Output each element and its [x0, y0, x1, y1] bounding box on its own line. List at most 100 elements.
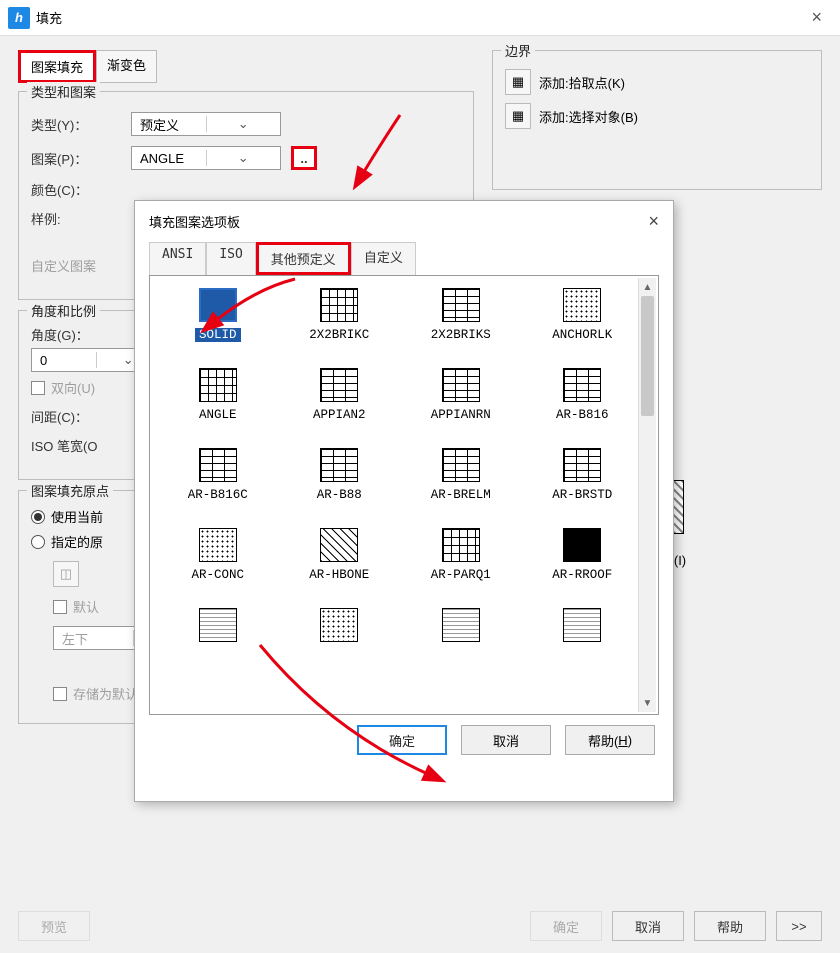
pattern-label: 2X2BRIKS	[431, 328, 491, 342]
pattern-label: AR-RROOF	[552, 568, 612, 582]
pattern-swatch-icon	[442, 288, 480, 322]
preview-button[interactable]: 预览	[18, 911, 90, 941]
pattern-swatch-icon	[442, 528, 480, 562]
tab-pattern-fill[interactable]: 图案填充	[18, 50, 96, 83]
dialog-title: 填充	[36, 8, 62, 27]
help-button[interactable]: 帮助	[694, 911, 766, 941]
hatch-dialog: h 填充 × 图案填充 渐变色 类型和图案 类型(Y)： 预定义 ⌄ 图案(P)…	[0, 0, 840, 953]
pattern-swatch-icon	[563, 528, 601, 562]
cancel-button[interactable]: 取消	[612, 911, 684, 941]
close-icon[interactable]: ×	[648, 211, 659, 232]
pattern-swatch-icon	[320, 448, 358, 482]
palette-item[interactable]: AR-BRELM	[409, 448, 513, 502]
pattern-label: AR-BRELM	[431, 488, 491, 502]
default-checkbox	[53, 600, 67, 614]
pick-origin-icon: ◫	[53, 561, 79, 587]
pattern-swatch-icon	[320, 288, 358, 322]
palette-item[interactable]: SOLID	[166, 288, 270, 342]
tab-other-predefined[interactable]: 其他预定义	[256, 242, 351, 275]
palette-item[interactable]: APPIANRN	[409, 368, 513, 422]
select-object-icon[interactable]: ▦	[505, 103, 531, 129]
tab-iso[interactable]: ISO	[206, 242, 255, 275]
pattern-swatch-icon	[563, 368, 601, 402]
palette-item[interactable]	[531, 608, 635, 648]
pattern-label: ANCHORLK	[552, 328, 612, 342]
palette-item[interactable]: AR-B816C	[166, 448, 270, 502]
pattern-label: 2X2BRIKC	[309, 328, 369, 342]
tab-custom[interactable]: 自定义	[351, 242, 416, 275]
palette-item[interactable]: 2X2BRIKS	[409, 288, 513, 342]
pattern-swatch-icon	[320, 608, 358, 642]
palette-item[interactable]	[409, 608, 513, 648]
pattern-label: SOLID	[195, 328, 241, 342]
color-label: 颜色(C)：	[31, 180, 121, 199]
palette-item[interactable]: APPIAN2	[288, 368, 392, 422]
pattern-swatch-icon	[442, 368, 480, 402]
palette-item[interactable]: AR-PARQ1	[409, 528, 513, 582]
select-object-label[interactable]: 添加:选择对象(B)	[539, 107, 638, 126]
chevron-down-icon: ⌄	[206, 116, 281, 132]
close-icon[interactable]: ×	[801, 3, 832, 32]
palette-item[interactable]: AR-CONC	[166, 528, 270, 582]
pattern-label: ANGLE	[199, 408, 237, 422]
palette-item[interactable]	[288, 608, 392, 648]
pattern-label: APPIANRN	[431, 408, 491, 422]
palette-item[interactable]: AR-BRSTD	[531, 448, 635, 502]
pattern-label: AR-CONC	[191, 568, 244, 582]
pattern-label: AR-HBONE	[309, 568, 369, 582]
palette-item[interactable]	[166, 608, 270, 648]
sample-label: 样例:	[31, 209, 121, 228]
pattern-palette-dialog: 填充图案选项板 × ANSI ISO 其他预定义 自定义 SOLID 2X2BRI…	[134, 200, 674, 802]
dialog-button-bar: 预览 确定 取消 帮助 >>	[18, 911, 822, 941]
pattern-swatch-icon	[563, 608, 601, 642]
custom-pattern-label: 自定义图案	[31, 256, 96, 275]
scroll-up-icon[interactable]: ▲	[639, 278, 656, 296]
palette-item[interactable]: AR-RROOF	[531, 528, 635, 582]
group-legend: 类型和图案	[27, 82, 100, 101]
pattern-combo[interactable]: ANGLE ⌄	[131, 146, 281, 170]
pattern-label: APPIAN2	[313, 408, 366, 422]
palette-ok-button[interactable]: 确定	[357, 725, 447, 755]
palette-item[interactable]: AR-HBONE	[288, 528, 392, 582]
palette-item[interactable]: AR-B816	[531, 368, 635, 422]
scroll-down-icon[interactable]: ▼	[639, 694, 656, 712]
pattern-swatch-icon	[320, 528, 358, 562]
radio-use-current[interactable]	[31, 510, 45, 524]
pattern-swatch-icon	[199, 288, 237, 322]
type-combo[interactable]: 预定义 ⌄	[131, 112, 281, 136]
two-way-checkbox[interactable]	[31, 381, 45, 395]
angle-label: 角度(G)：	[31, 325, 121, 344]
pattern-label: AR-B816	[556, 408, 609, 422]
pattern-swatch-icon	[199, 608, 237, 642]
pattern-browse-button[interactable]: ..	[291, 146, 317, 170]
app-logo-icon: h	[8, 7, 30, 29]
palette-help-button[interactable]: 帮助(H)	[565, 725, 655, 755]
palette-item[interactable]: AR-B88	[288, 448, 392, 502]
pick-point-label[interactable]: 添加:拾取点(K)	[539, 73, 625, 92]
palette-scrollbar[interactable]: ▲ ▼	[638, 278, 656, 712]
main-tabs: 图案填充 渐变色	[18, 50, 157, 83]
expand-button[interactable]: >>	[776, 911, 822, 941]
pattern-label: 图案(P)：	[31, 149, 121, 168]
pick-point-icon[interactable]: ▦	[505, 69, 531, 95]
titlebar: h 填充 ×	[0, 0, 840, 36]
palette-item[interactable]: 2X2BRIKC	[288, 288, 392, 342]
pattern-swatch-icon	[199, 448, 237, 482]
ok-button[interactable]: 确定	[530, 911, 602, 941]
palette-item[interactable]: ANGLE	[166, 368, 270, 422]
pattern-swatch-icon	[442, 608, 480, 642]
palette-item[interactable]: ANCHORLK	[531, 288, 635, 342]
tab-gradient[interactable]: 渐变色	[96, 50, 157, 83]
scroll-thumb[interactable]	[641, 296, 654, 416]
pattern-label: AR-BRSTD	[552, 488, 612, 502]
palette-dialog-title: 填充图案选项板	[149, 212, 240, 231]
pattern-swatch-icon	[199, 528, 237, 562]
boundary-group: 边界 ▦ 添加:拾取点(K) ▦ 添加:选择对象(B)	[492, 50, 822, 190]
pattern-label: AR-B816C	[188, 488, 248, 502]
pattern-label: AR-PARQ1	[431, 568, 491, 582]
type-label: 类型(Y)：	[31, 115, 121, 134]
radio-specify[interactable]	[31, 535, 45, 549]
palette-cancel-button[interactable]: 取消	[461, 725, 551, 755]
palette-grid: SOLID 2X2BRIKC 2X2BRIKS ANCHORLK ANGLE APPIAN…	[166, 288, 634, 648]
tab-ansi[interactable]: ANSI	[149, 242, 206, 275]
